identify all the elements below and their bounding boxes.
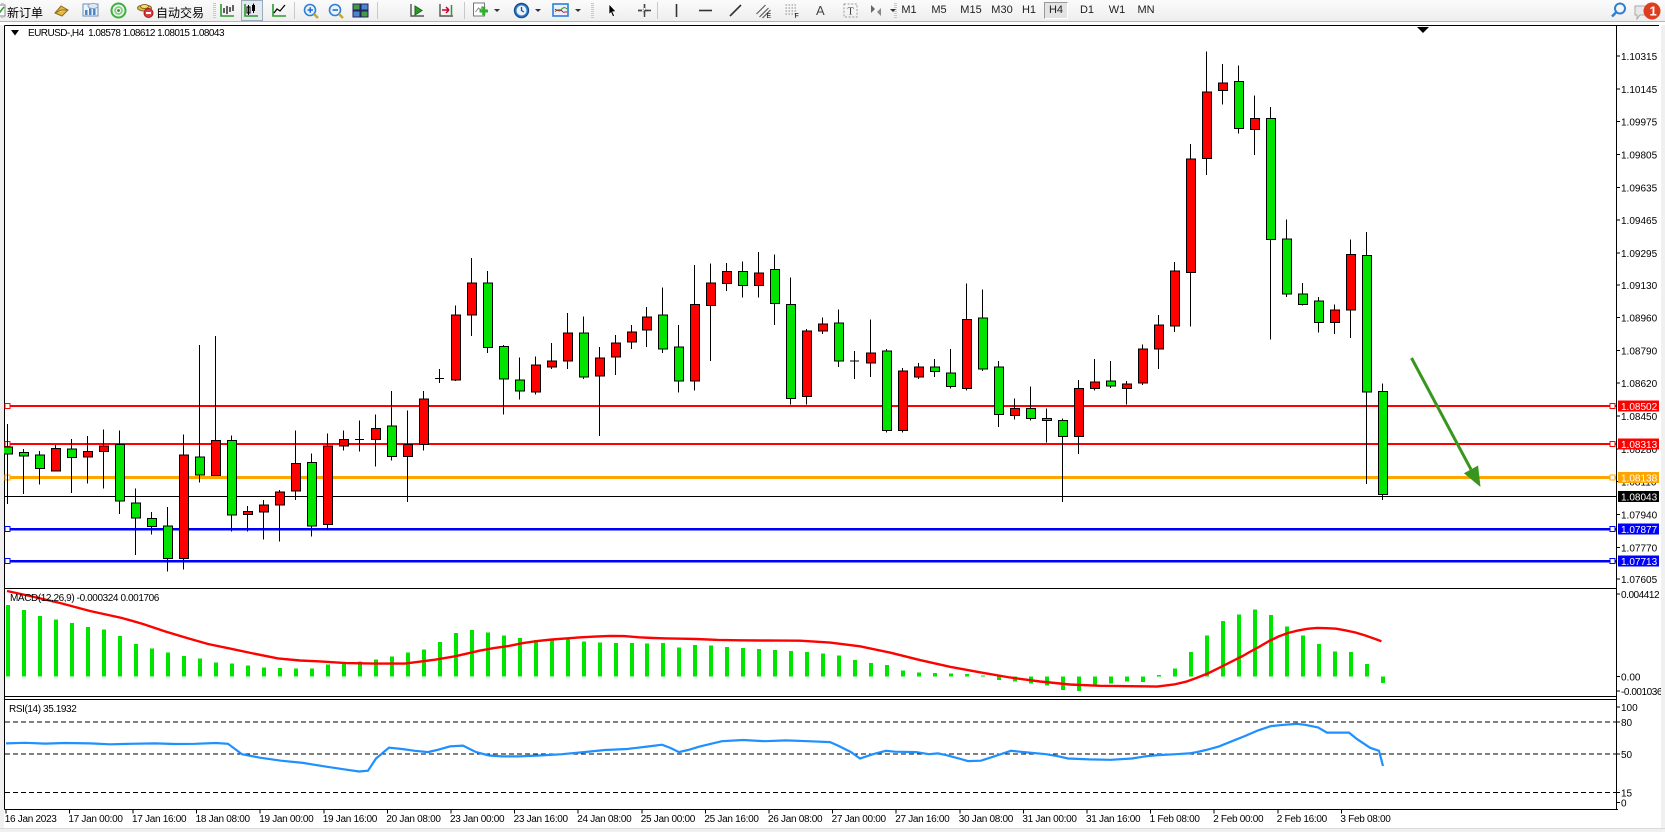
svg-text:1.08313: 1.08313 [1621,440,1658,451]
svg-text:25 Jan 00:00: 25 Jan 00:00 [641,814,696,825]
svg-text:27 Jan 00:00: 27 Jan 00:00 [832,814,887,825]
svg-text:23 Jan 16:00: 23 Jan 16:00 [514,814,569,825]
svg-text:1 Feb 08:00: 1 Feb 08:00 [1150,814,1201,825]
svg-text:RSI(14) 35.1932: RSI(14) 35.1932 [9,704,77,715]
svg-text:1.08620: 1.08620 [1621,379,1658,390]
svg-text:1.07713: 1.07713 [1621,557,1658,568]
svg-text:20 Jan 08:00: 20 Jan 08:00 [386,814,441,825]
svg-text:F: F [795,13,799,19]
svg-text:19 Jan 00:00: 19 Jan 00:00 [259,814,314,825]
svg-text:T: T [848,7,854,18]
svg-text:-0.001036: -0.001036 [1621,687,1663,698]
svg-text:1.09465: 1.09465 [1621,216,1658,227]
svg-text:17 Jan 16:00: 17 Jan 16:00 [132,814,187,825]
svg-text:1.10315: 1.10315 [1621,52,1658,63]
svg-text:1.07940: 1.07940 [1621,510,1658,521]
svg-text:2 Feb 00:00: 2 Feb 00:00 [1213,814,1264,825]
svg-text:0: 0 [1621,799,1627,810]
svg-text:MACD(12,26,9) -0.000324 0.0017: MACD(12,26,9) -0.000324 0.001706 [10,593,160,604]
svg-text:100: 100 [1621,703,1638,714]
svg-text:1.08110: 1.08110 [1621,478,1657,489]
svg-text:80: 80 [1621,718,1633,729]
svg-text:1.08790: 1.08790 [1621,346,1658,357]
svg-text:1.07605: 1.07605 [1621,575,1658,586]
svg-text:1.07770: 1.07770 [1621,543,1658,554]
svg-text:31 Jan 16:00: 31 Jan 16:00 [1086,814,1141,825]
svg-text:3 Feb 08:00: 3 Feb 08:00 [1340,814,1391,825]
svg-text:1.08960: 1.08960 [1621,314,1658,325]
svg-text:1.09805: 1.09805 [1621,151,1658,162]
svg-text:30 Jan 08:00: 30 Jan 08:00 [959,814,1014,825]
svg-text:19 Jan 16:00: 19 Jan 16:00 [323,814,378,825]
svg-text:1.08450: 1.08450 [1621,412,1658,423]
svg-text:1: 1 [1650,4,1657,19]
svg-text:31 Jan 00:00: 31 Jan 00:00 [1022,814,1077,825]
svg-text:2 Feb 16:00: 2 Feb 16:00 [1277,814,1328,825]
svg-text:1.07877: 1.07877 [1621,525,1658,536]
svg-text:1.08280: 1.08280 [1621,445,1658,456]
svg-text:1.09635: 1.09635 [1621,183,1658,194]
svg-text:1.09295: 1.09295 [1621,249,1658,260]
svg-text:EURUSD-,H4 1.08578 1.08612 1.: EURUSD-,H4 1.08578 1.08612 1.08015 1.080… [28,28,225,39]
svg-text:0.00: 0.00 [1621,672,1641,683]
svg-text:1.08138: 1.08138 [1621,474,1658,485]
svg-text:1.09975: 1.09975 [1621,118,1658,129]
svg-text:1.10145: 1.10145 [1621,85,1658,96]
svg-text:1.08502: 1.08502 [1621,402,1658,413]
svg-text:23 Jan 00:00: 23 Jan 00:00 [450,814,505,825]
svg-text:E: E [767,13,772,19]
svg-text:1.08043: 1.08043 [1621,492,1658,503]
svg-text:50: 50 [1621,750,1633,761]
svg-text:0.004412: 0.004412 [1621,590,1660,601]
svg-text:18 Jan 08:00: 18 Jan 08:00 [196,814,251,825]
svg-text:17 Jan 00:00: 17 Jan 00:00 [68,814,123,825]
svg-text:15: 15 [1621,788,1633,799]
svg-text:1.09130: 1.09130 [1621,281,1658,292]
svg-text:26 Jan 08:00: 26 Jan 08:00 [768,814,823,825]
svg-text:27 Jan 16:00: 27 Jan 16:00 [895,814,950,825]
svg-text:24 Jan 08:00: 24 Jan 08:00 [577,814,632,825]
svg-text:16 Jan 2023: 16 Jan 2023 [5,814,57,825]
svg-text:25 Jan 16:00: 25 Jan 16:00 [704,814,759,825]
